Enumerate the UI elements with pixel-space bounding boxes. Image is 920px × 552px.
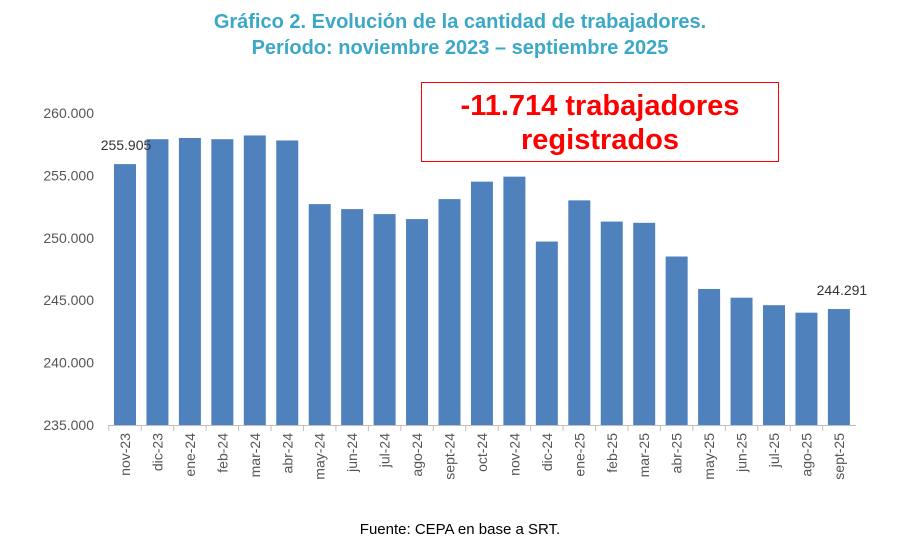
- bar-jul-24: [373, 214, 396, 425]
- bar-jul-25: [763, 305, 785, 425]
- y-tick-label: 260.000: [43, 105, 94, 121]
- x-tick-label: nov-23: [117, 433, 133, 476]
- bar-dic-24: [535, 241, 558, 425]
- x-tick-label: abr-25: [669, 433, 685, 474]
- x-tick-label: oct-24: [474, 433, 490, 472]
- bar-abr-25: [665, 256, 688, 425]
- bar-feb-25: [600, 221, 623, 425]
- x-tick-label: dic-24: [539, 433, 555, 471]
- bar-mar-24: [243, 135, 266, 426]
- x-tick-label: feb-24: [214, 433, 230, 473]
- x-tick-label: mar-25: [636, 433, 652, 478]
- x-tick-label: abr-24: [279, 433, 295, 474]
- callout-line1: -11.714 trabajadores: [460, 90, 740, 122]
- x-tick-label: jun-25: [734, 433, 750, 473]
- bar-abr-24: [276, 140, 299, 425]
- bar-may-24: [308, 204, 331, 425]
- y-tick-label: 235.000: [43, 417, 94, 433]
- x-tick-label: dic-23: [149, 433, 165, 471]
- x-tick-label: ene-25: [571, 433, 587, 477]
- bar-dic-23: [146, 139, 169, 425]
- bar-ene-25: [568, 200, 591, 425]
- y-tick-label: 240.000: [43, 355, 94, 371]
- bar-sept-24: [438, 199, 461, 425]
- y-tick-label: 250.000: [43, 230, 94, 246]
- x-tick-label: ago-25: [798, 433, 814, 477]
- x-tick-label: nov-24: [506, 433, 522, 476]
- bar-sept-25: [827, 309, 850, 425]
- x-tick-label: mar-24: [247, 433, 263, 478]
- bar-feb-24: [211, 139, 234, 425]
- callout-box: -11.714 trabajadores registrados: [421, 82, 779, 162]
- bar-jun-24: [341, 209, 364, 425]
- x-tick-label: may-25: [701, 433, 717, 480]
- x-tick-label: ago-24: [409, 433, 425, 477]
- chart-title-line2: Período: noviembre 2023 – septiembre 202…: [251, 37, 669, 59]
- bar-jun-25: [730, 297, 753, 425]
- y-tick-label: 245.000: [43, 292, 94, 308]
- bar-mar-25: [633, 222, 656, 425]
- bar-nov-24: [503, 176, 526, 425]
- bar-nov-23: [114, 164, 136, 426]
- y-tick-label: 255.000: [43, 167, 94, 183]
- bar-may-25: [698, 288, 721, 425]
- x-tick-label: ene-24: [182, 433, 198, 477]
- callout-line2: registrados: [521, 124, 679, 156]
- x-tick-label: sept-25: [831, 433, 847, 480]
- x-tick-label: jul-25: [766, 433, 782, 468]
- x-tick-label: sept-24: [442, 433, 458, 480]
- bar-ago-25: [795, 312, 818, 425]
- data-label: 255.905: [101, 137, 152, 153]
- x-tick-label: jul-24: [377, 433, 393, 468]
- bar-oct-24: [470, 181, 493, 425]
- bar-ene-24: [178, 137, 201, 425]
- data-label: 244.291: [817, 282, 868, 298]
- x-tick-label: feb-25: [604, 433, 620, 473]
- x-tick-label: jun-24: [344, 433, 360, 473]
- x-tick-label: may-24: [312, 433, 328, 480]
- source-note: Fuente: CEPA en base a SRT.: [359, 521, 561, 538]
- bar-ago-24: [406, 219, 429, 425]
- chart-title-line1: Gráfico 2. Evolución de la cantidad de t…: [213, 11, 707, 33]
